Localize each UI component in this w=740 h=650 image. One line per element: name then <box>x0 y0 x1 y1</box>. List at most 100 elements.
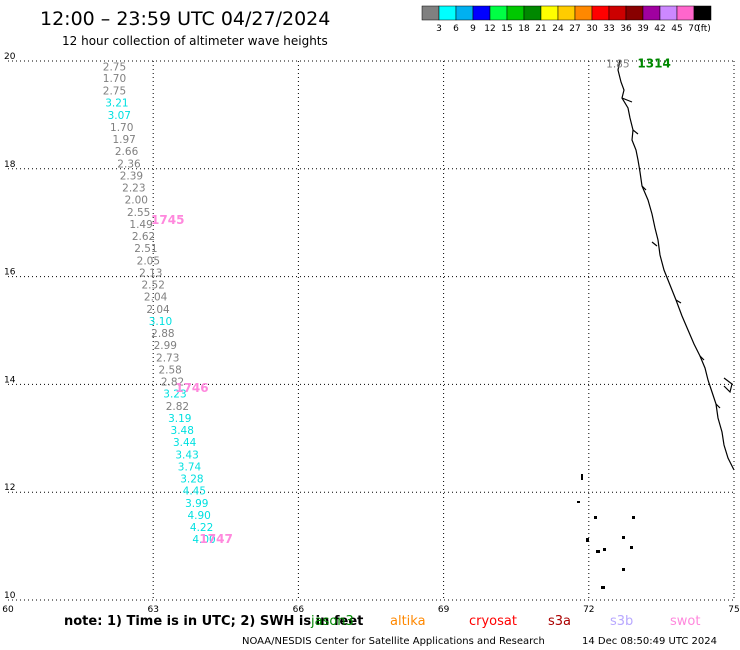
island <box>622 536 625 539</box>
island <box>596 550 600 553</box>
island <box>594 516 597 519</box>
y-tick-label: 10 <box>4 591 16 601</box>
scale-label: 45 <box>671 24 682 34</box>
scale-swatch <box>438 5 457 21</box>
swh-value: 1.70 <box>110 122 133 134</box>
scale-unit: (ft) <box>697 24 711 34</box>
credit-text: NOAA/NESDIS Center for Satellite Applica… <box>242 636 545 647</box>
swh-values: 2.751.702.753.213.071.701.972.662.362.39… <box>103 59 630 546</box>
scale-label: 6 <box>453 24 459 34</box>
scale-label: 21 <box>535 24 546 34</box>
island <box>586 538 589 542</box>
swh-value: 2.13 <box>139 267 162 279</box>
y-tick-label: 18 <box>4 160 16 170</box>
swh-value: 2.52 <box>142 280 165 292</box>
swh-value: 2.51 <box>134 243 157 255</box>
scale-label: 18 <box>518 24 530 34</box>
coastline-inlet <box>621 97 733 409</box>
swh-value: 3.07 <box>108 110 131 122</box>
island <box>577 501 580 503</box>
scale-label: 70 <box>688 24 700 34</box>
swh-value: 1.70 <box>103 73 126 85</box>
swh-value: 4.00 <box>192 534 215 546</box>
swh-value: 2.73 <box>156 352 179 364</box>
scale-label: 9 <box>470 24 476 34</box>
swh-value: 3.19 <box>168 413 191 425</box>
axis-ticks: 60 63 66 69 72 75 10 12 14 16 18 20 <box>2 52 739 615</box>
grid-lines <box>8 60 735 601</box>
swh-value: 3.21 <box>105 98 128 110</box>
swh-value: 3.10 <box>149 316 172 328</box>
swh-value: 2.99 <box>154 340 177 352</box>
scale-swatch <box>591 5 610 21</box>
pass-label: 1746 <box>175 381 208 395</box>
scale-label: 36 <box>620 24 632 34</box>
swh-value: 2.39 <box>120 170 143 182</box>
coastline <box>577 59 735 589</box>
pass-label: 1745 <box>151 213 184 227</box>
island <box>601 586 605 589</box>
y-tick-label: 14 <box>4 375 16 385</box>
mission-jason3: jason3 <box>310 614 354 629</box>
swh-value: 2.82 <box>161 377 184 389</box>
swh-value: 1.49 <box>129 219 152 231</box>
swh-value: 2.75 <box>103 61 126 73</box>
island <box>630 546 633 549</box>
scale-swatch <box>540 5 559 21</box>
swh-value: 2.04 <box>144 292 168 304</box>
pass-label: 1314 <box>637 57 670 71</box>
swh-value: 2.62 <box>132 231 155 243</box>
scale-label: 42 <box>654 24 665 34</box>
mission-s3b: s3b <box>610 614 633 629</box>
swh-value: 3.23 <box>163 389 186 401</box>
scale-swatch <box>506 5 525 21</box>
scale-label: 15 <box>501 24 512 34</box>
scale-swatch <box>659 5 678 21</box>
swh-value: 2.23 <box>122 183 145 195</box>
swh-value: 3.48 <box>171 425 194 437</box>
generated-timestamp: 14 Dec 08:50:49 UTC 2024 <box>582 636 717 647</box>
swh-value: 2.58 <box>158 364 181 376</box>
scale-swatch <box>693 5 712 21</box>
scale-label: 27 <box>569 24 580 34</box>
scale-label: 30 <box>586 24 598 34</box>
swh-value: 3.43 <box>175 449 198 461</box>
scale-swatch <box>625 5 644 21</box>
scale-swatch <box>608 5 627 21</box>
x-tick-label: 63 <box>147 605 158 615</box>
swh-value: 1.97 <box>112 134 135 146</box>
coastline-path <box>617 59 735 471</box>
scale-label: 24 <box>552 24 564 34</box>
scale-label: 12 <box>484 24 495 34</box>
mission-legend: jason3 altika cryosat s3a s3b swot <box>310 614 700 629</box>
x-tick-label: 72 <box>583 605 594 615</box>
swh-value: 4.90 <box>187 510 210 522</box>
x-tick-label: 60 <box>2 605 14 615</box>
swh-value: 3.44 <box>173 437 197 449</box>
swh-value: 2.55 <box>127 207 150 219</box>
swh-value: 4.45 <box>183 486 206 498</box>
mission-s3a: s3a <box>548 614 571 629</box>
x-tick-label: 66 <box>293 605 305 615</box>
scale-swatch <box>421 5 440 21</box>
units-note: note: 1) Time is in UTC; 2) SWH is in fe… <box>64 614 363 629</box>
scale-swatch <box>472 5 491 21</box>
y-tick-label: 16 <box>4 268 16 278</box>
scale-label: 39 <box>637 24 649 34</box>
swh-value: 2.75 <box>103 86 126 98</box>
pass-labels: 1745 1746 1747 1314 <box>151 57 671 546</box>
scale-swatch <box>557 5 576 21</box>
mission-cryosat: cryosat <box>469 614 517 629</box>
x-tick-label: 69 <box>438 605 450 615</box>
x-tick-label: 75 <box>728 605 739 615</box>
y-tick-label: 12 <box>4 483 15 493</box>
swh-value: 2.82 <box>166 401 189 413</box>
y-tick-label: 20 <box>4 52 16 62</box>
island <box>603 548 606 551</box>
island <box>581 474 583 480</box>
swh-value: 3.99 <box>185 498 208 510</box>
scale-swatch <box>574 5 593 21</box>
swh-value: 2.00 <box>125 195 148 207</box>
scale-swatch <box>489 5 508 21</box>
